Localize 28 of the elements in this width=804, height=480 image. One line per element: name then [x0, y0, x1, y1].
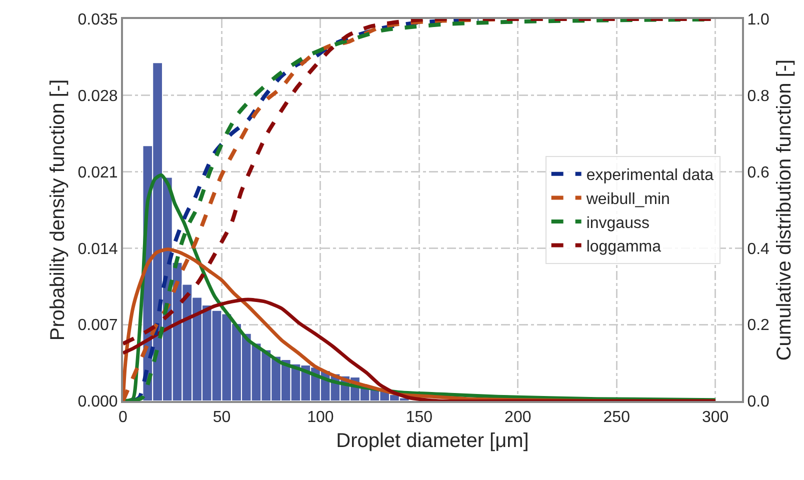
x-tick-label: 150: [406, 409, 433, 426]
y-tick-label: 0.007: [78, 317, 118, 334]
y-tick-label: 0.021: [78, 164, 118, 182]
x-tick-label: 200: [504, 409, 532, 426]
y-axis-title: Probability density function [-]: [46, 79, 69, 341]
legend-label: weibull_min: [585, 190, 670, 208]
legend-label: loggamma: [586, 238, 662, 256]
y2-tick-label: 0.2: [747, 317, 770, 334]
y2-tick-label: 0.4: [747, 240, 770, 258]
y2-axis-title: Cumulative distribution function [-]: [774, 59, 796, 361]
y2-tick-label: 0.6: [747, 164, 770, 182]
y-tick-label: 0.014: [78, 240, 118, 258]
y2-tick-label: 0.8: [747, 88, 770, 105]
y-tick-label: 0.028: [78, 88, 118, 105]
x-tick-label: 300: [702, 409, 729, 426]
y2-tick-label: 0.0: [747, 394, 770, 411]
y-tick-label: 0.000: [78, 394, 118, 411]
x-tick-label: 0: [118, 409, 128, 426]
legend-label: invgauss: [586, 214, 650, 232]
x-axis-title: Droplet diameter [μm]: [336, 430, 529, 452]
line-series: [123, 298, 718, 401]
line-series: [130, 19, 480, 401]
y2-tick-label: 1.0: [747, 12, 770, 29]
legend-label: experimental data: [586, 167, 714, 184]
x-tick-label: 100: [307, 409, 334, 426]
y-tick-label: 0.035: [78, 12, 118, 29]
x-tick-label: 50: [212, 409, 231, 426]
x-tick-label: 250: [603, 409, 630, 426]
